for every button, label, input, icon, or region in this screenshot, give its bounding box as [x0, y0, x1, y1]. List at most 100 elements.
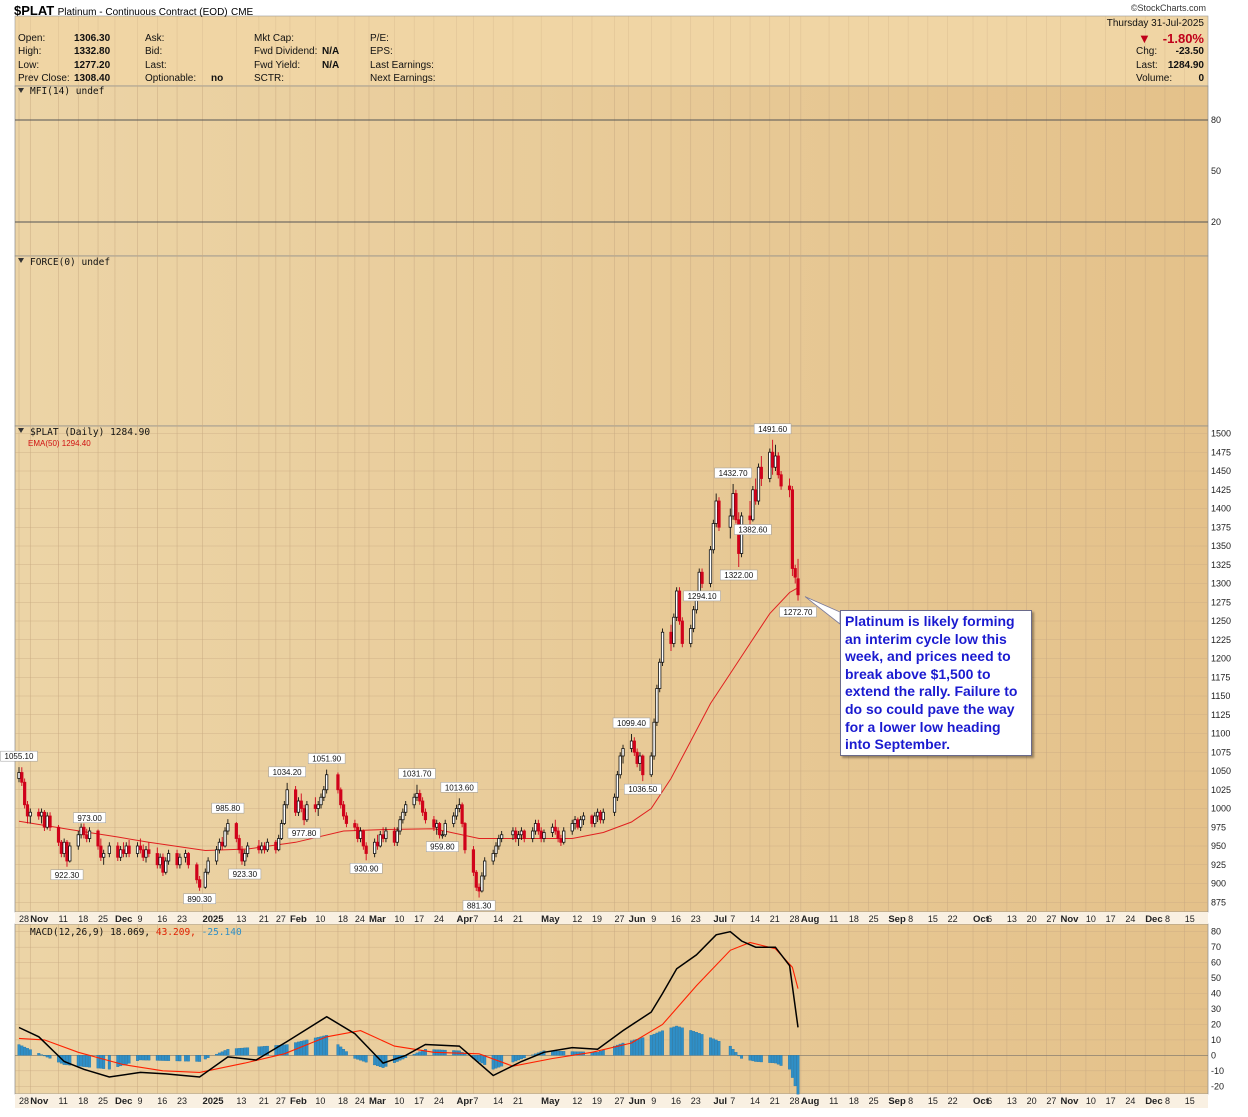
candle-body [85, 834, 89, 839]
candle-body [195, 864, 199, 881]
candle-body [378, 834, 382, 847]
macd-histogram-bar [658, 1031, 662, 1056]
x-tick-label: 25 [98, 1096, 108, 1106]
instrument-name: Platinum - Continuous Contract (EOD) [57, 7, 228, 18]
macd-histogram-bar [155, 1055, 159, 1061]
candle-body [358, 830, 363, 839]
candle-body [435, 823, 439, 828]
macd-line [18, 930, 799, 1078]
macd-histogram-bar [680, 1027, 684, 1056]
x-tick-label: 18 [78, 914, 88, 924]
price-y-tick: 1175 [1211, 672, 1230, 682]
macd-histogram-bar [615, 1044, 619, 1056]
candle-body [500, 834, 504, 839]
price-label-text: 1382.60 [738, 526, 767, 535]
macd-histogram-bar [694, 1032, 698, 1056]
macd-histogram-bar [158, 1055, 162, 1061]
high-label: High: [18, 46, 42, 57]
macd-histogram-bar [124, 1055, 128, 1065]
x-tick-label: 10 [1086, 914, 1096, 924]
candle-body [463, 823, 467, 851]
candle-body [395, 830, 399, 843]
x-tick-label: 23 [177, 1096, 187, 1106]
x-tick-label: 7 [473, 1096, 478, 1106]
x-tick-label: 28 [19, 1096, 29, 1106]
candle-body [178, 856, 182, 866]
macd-histogram-bar [206, 1055, 210, 1058]
x-tick-label: 13 [236, 914, 246, 924]
price-label-text: 959.80 [430, 843, 455, 852]
candle-body [734, 493, 738, 521]
candle-body [457, 804, 461, 809]
macd-histogram-bar [771, 1055, 775, 1064]
x-tick-label: 21 [513, 1096, 523, 1106]
x-tick-label: 22 [948, 1096, 958, 1106]
price-label-text: 1051.90 [312, 755, 341, 764]
candle-body [454, 808, 459, 817]
x-tick-label: Dec [1145, 1096, 1162, 1107]
x-tick-label: 25 [98, 914, 108, 924]
candle-body [240, 849, 244, 862]
price-label-box [612, 717, 651, 729]
x-tick-label: Mar [369, 914, 386, 925]
price-label-box [349, 863, 383, 874]
x-tick-label: 20 [1027, 1096, 1037, 1106]
candle-body [629, 740, 634, 749]
candle-body [649, 755, 653, 776]
open-label: Open: [18, 33, 46, 44]
candle-body [375, 841, 380, 847]
candle-body [672, 616, 676, 644]
price-y-tick: 1425 [1211, 485, 1231, 495]
x-tick-label: 16 [157, 914, 167, 924]
candle-body [452, 815, 456, 824]
x-tick-label: May [541, 914, 560, 925]
candle-body [262, 845, 267, 851]
price-label-box [734, 524, 772, 535]
macd-histogram-bar [217, 1052, 221, 1056]
x-tick-label: 27 [1046, 1096, 1056, 1106]
price-label-box [50, 869, 84, 881]
chart-title: $PLAT Platinum - Continuous Contract (EO… [14, 3, 253, 18]
next-earnings-label: Next Earnings: [370, 73, 436, 84]
candle-body [336, 774, 340, 791]
last-earnings-label: Last Earnings: [370, 60, 434, 71]
candle-body [480, 875, 484, 892]
price-y-tick: 950 [1211, 841, 1226, 851]
macd-histogram-bar [195, 1055, 199, 1062]
candle-body [17, 772, 21, 779]
candle-body [573, 819, 577, 824]
mfi-collapse-icon [18, 88, 24, 93]
candle-body [440, 834, 444, 837]
x-tick-label: 10 [315, 1096, 325, 1106]
x-tick-label: 27 [615, 1096, 625, 1106]
macd-histogram-bar [621, 1042, 625, 1056]
candle-body [494, 845, 498, 854]
macd-histogram-bar [102, 1055, 106, 1069]
macd-y-tick: 50 [1211, 973, 1221, 983]
macd-histogram-bar [630, 1040, 633, 1056]
x-tick-label: 14 [750, 1096, 760, 1106]
macd-label: MACD(12,26,9) 18.069, [30, 927, 151, 938]
macd-histogram-bar [138, 1055, 142, 1061]
macd-histogram-bar [740, 1055, 744, 1059]
candle-body [655, 688, 659, 723]
macd-histogram-bar [714, 1039, 718, 1056]
candle-body [675, 590, 679, 618]
candle-body [612, 796, 617, 813]
candle-body [353, 823, 357, 828]
price-y-tick: 1000 [1211, 804, 1231, 814]
macd-histogram-bar [107, 1055, 111, 1070]
macd-histogram-bar [661, 1030, 664, 1056]
candle-body [59, 841, 63, 854]
candle-body [793, 568, 797, 578]
x-tick-label: 15 [928, 914, 938, 924]
x-tick-label: 10 [394, 1096, 404, 1106]
chg-label: Chg: [1136, 46, 1158, 57]
change-pct: -1.80% [1162, 31, 1204, 46]
candle-body [539, 830, 543, 839]
macd-histogram-bar [618, 1043, 622, 1056]
candle-body [728, 515, 732, 528]
ask-label: Ask: [145, 33, 165, 44]
macd-histogram-bar [514, 1055, 518, 1062]
